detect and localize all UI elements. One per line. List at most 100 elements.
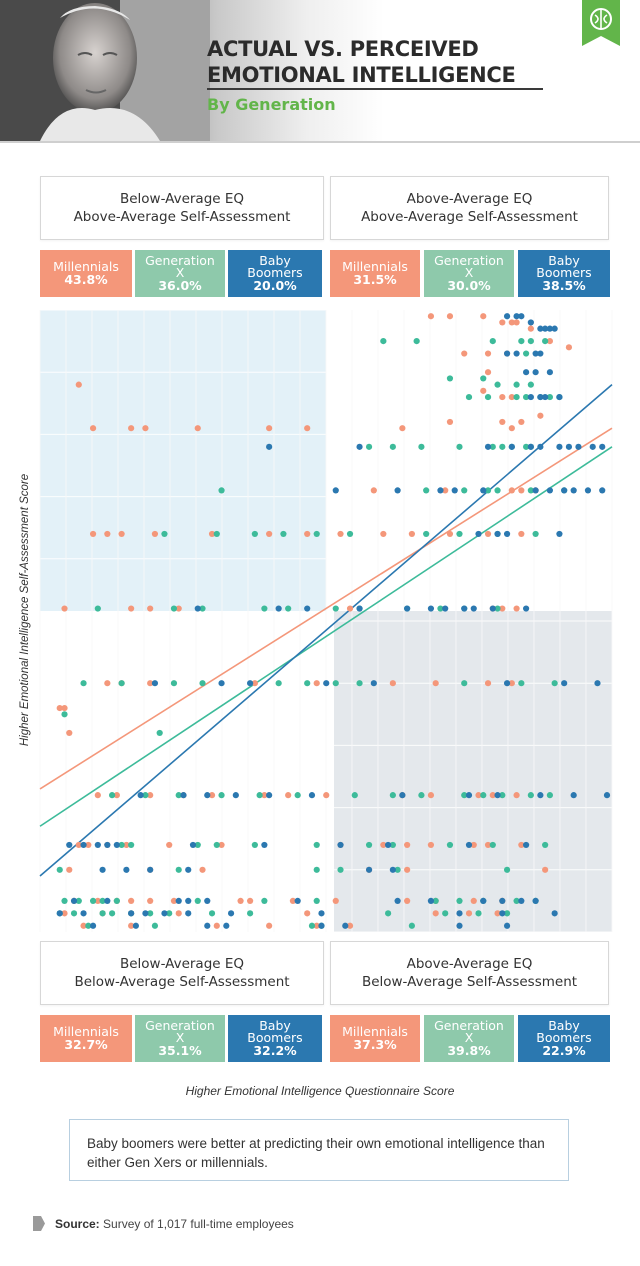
baby-boomers-point (551, 325, 558, 332)
millennials-point (170, 897, 178, 905)
quadrant-bottom-left-label: Below-Average EQ Below-Average Self-Asse… (40, 941, 324, 1005)
generation-x-point (365, 841, 373, 849)
millennials-point (518, 418, 525, 426)
generation-x-trendline (39, 446, 613, 827)
generation-x-point (503, 866, 511, 873)
brain-logo-icon (582, 0, 620, 46)
millennials-point (508, 487, 515, 494)
generation-x-point (218, 792, 225, 799)
quadrant-top-left-label: Below-Average EQ Above-Average Self-Asse… (40, 176, 324, 240)
millennials-point (75, 841, 82, 849)
generation-x-point (551, 680, 558, 687)
generation-x-point (251, 530, 258, 538)
generation-x-point (385, 910, 392, 917)
baby-boomers-point (556, 443, 563, 450)
generation-x-point (461, 680, 468, 687)
millennials-point (128, 922, 135, 929)
millennials-point (546, 338, 553, 345)
quadrant-top-right-line2: Above-Average Self-Assessment (361, 209, 578, 225)
millennials-value: 43.8% (64, 271, 108, 287)
generation-x-point (175, 792, 182, 799)
generation-x-point (380, 338, 387, 345)
baby-boomers-point (561, 487, 568, 494)
generation-x-point (194, 897, 201, 905)
generation-x-point (75, 897, 82, 905)
generation-x-point (61, 897, 68, 905)
millennials-point (304, 425, 311, 432)
generation-x-point (337, 866, 344, 873)
baby-boomers-point (584, 487, 592, 494)
baby-boomers-point (470, 605, 477, 612)
generation-x-point (313, 841, 320, 849)
millennials-point (446, 418, 454, 426)
boomers-label-line1: Baby (548, 252, 580, 268)
millennials-point (104, 680, 111, 687)
millennials-point (432, 910, 439, 917)
baby-boomers-point (204, 922, 211, 929)
boomers-value: 22.9% (542, 1042, 586, 1058)
header-divider (0, 141, 640, 143)
generation-x-point (294, 792, 301, 799)
baby-boomers-point (151, 680, 159, 687)
baby-boomers-point (137, 792, 144, 799)
baby-boomers-point (180, 792, 187, 799)
boomers-label-line2: Boomers (536, 264, 592, 280)
baby-boomers-point (385, 841, 392, 849)
generation-x-point (437, 605, 444, 612)
generation-x-point (518, 338, 525, 345)
top-right-genx-stat: Generation X 30.0% (424, 250, 514, 297)
generation-x-point (523, 350, 530, 357)
genx-value: 30.0% (447, 277, 491, 293)
millennials-point (147, 792, 154, 799)
millennials-point (285, 792, 292, 799)
millennials-point (147, 680, 154, 687)
genx-label-line1: Generation (434, 1017, 504, 1033)
generation-x-point (489, 841, 496, 849)
generation-x-point (166, 910, 173, 917)
millennials-point (518, 841, 525, 849)
generation-x-point (147, 910, 154, 917)
generation-x-point (332, 605, 339, 612)
baby-boomers-point (80, 910, 87, 917)
baby-boomers-point (185, 897, 192, 905)
baby-boomers-point (603, 792, 611, 799)
baby-boomers-point (266, 443, 273, 450)
millennials-point (508, 425, 515, 432)
baby-boomers-point (465, 841, 473, 849)
millennials-point (499, 319, 506, 326)
baby-boomers-point (599, 487, 606, 494)
millennials-point (484, 369, 492, 376)
quadrant-bottom-right-line1: Above-Average EQ (406, 956, 533, 972)
baby-boomers-trendline (39, 384, 613, 877)
generation-x-point (94, 605, 101, 612)
genx-value: 35.1% (158, 1042, 202, 1058)
baby-boomers-point (89, 922, 97, 929)
generation-x-point (85, 922, 92, 929)
quadrant-top-right-label: Above-Average EQ Above-Average Self-Asse… (330, 176, 609, 240)
millennials-point (427, 313, 435, 320)
generation-x-point (489, 338, 496, 345)
baby-boomers-point (275, 605, 282, 612)
baby-boomers-point (99, 866, 106, 873)
generation-x-point (527, 792, 534, 799)
quadrant-bottom-right-line2: Below-Average Self-Assessment (361, 974, 578, 990)
baby-boomers-point (556, 530, 563, 538)
baby-boomers-point (337, 841, 344, 849)
top-right-millennials-stat: Millennials 31.5% (330, 250, 420, 297)
generation-x-point (527, 338, 534, 345)
millennials-point (128, 897, 135, 905)
millennials-point (213, 922, 220, 929)
millennials-point (346, 922, 354, 929)
baby-boomers-point (570, 792, 577, 799)
millennials-point (461, 350, 468, 357)
millennials-point (508, 680, 515, 687)
boomers-label-line2: Boomers (247, 264, 303, 280)
millennials-point (337, 530, 344, 538)
millennials-point (380, 841, 387, 849)
millennials-point (480, 313, 487, 320)
generation-x-point (89, 897, 97, 905)
baby-boomers-point (323, 680, 330, 687)
millennials-point (446, 530, 454, 538)
baby-boomers-point (461, 605, 468, 612)
generation-x-point (285, 605, 292, 612)
